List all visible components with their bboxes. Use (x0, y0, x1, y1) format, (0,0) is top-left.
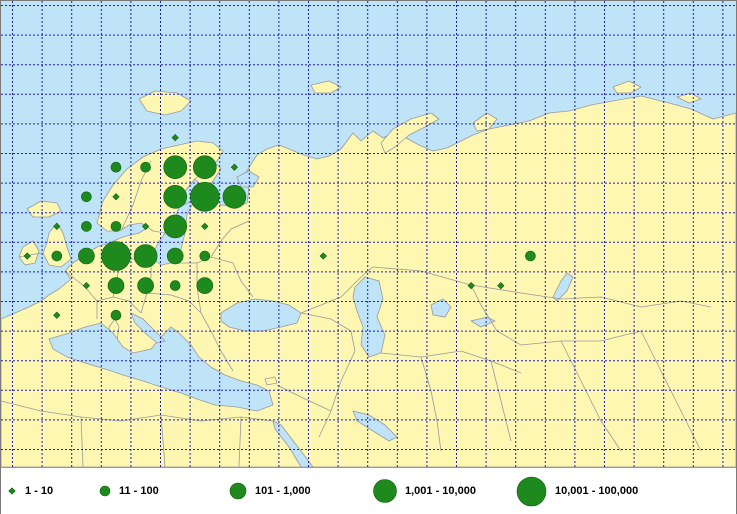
observation-symbol-class-1 (141, 222, 150, 231)
legend-item-class-4: 1,001 - 10,000 (373, 468, 476, 514)
observation-symbol-class-5 (101, 241, 131, 271)
legend-symbol-shape-class-2 (99, 485, 111, 497)
legend-symbol-shape-class-3 (229, 482, 247, 500)
legend-item-class-1: 1 - 10 (7, 468, 53, 514)
legend-symbol-class-4 (373, 479, 397, 503)
black-sea (220, 298, 302, 332)
svalbard (138, 90, 192, 116)
observation-symbol-class-2 (51, 250, 63, 262)
legend-label: 1 - 10 (25, 485, 54, 497)
observation-symbol-class-3 (196, 277, 214, 294)
observation-symbol-class-2 (525, 250, 536, 262)
legend-item-class-3: 101 - 1,000 (229, 468, 311, 514)
legend-symbol-class-1 (8, 487, 16, 495)
observation-symbols (23, 133, 536, 321)
great-britain (42, 222, 72, 268)
legend-label: 1,001 - 10,000 (405, 485, 476, 497)
observation-symbol-class-1 (112, 193, 120, 201)
lake-balkhash (469, 316, 496, 328)
observation-symbol-class-3 (78, 247, 95, 265)
observation-symbol-class-2 (169, 280, 181, 291)
graticule (1, 1, 736, 467)
legend-label: 11 - 100 (119, 485, 159, 497)
observation-symbol-class-4 (163, 155, 187, 179)
observation-symbol-class-4 (222, 185, 247, 209)
observation-symbol-class-1 (23, 252, 31, 260)
observation-symbol-class-1 (53, 222, 61, 231)
observation-symbol-class-2 (110, 221, 122, 232)
franz-josef-land (310, 80, 342, 94)
iceland (26, 200, 62, 218)
red-sea (272, 420, 314, 467)
observation-symbol-class-2 (81, 191, 92, 203)
observation-symbol-class-4 (163, 214, 187, 239)
observation-symbol-class-4 (193, 155, 217, 179)
observation-symbol-class-3 (166, 247, 184, 265)
map-canvas (1, 1, 736, 467)
observation-symbol-class-2 (140, 161, 151, 173)
observation-symbol-class-2 (110, 309, 122, 321)
observation-symbol-class-2 (81, 221, 92, 232)
observation-symbol-class-2 (110, 161, 122, 173)
aral-sea (430, 298, 452, 318)
legend-label: 101 - 1,000 (255, 485, 311, 497)
observation-symbol-class-5 (190, 182, 220, 212)
legend-symbol-shape-class-4 (373, 479, 397, 503)
legend-symbol-class-5 (516, 476, 547, 506)
observation-symbol-class-1 (53, 311, 61, 319)
observation-symbol-class-3 (137, 277, 154, 294)
observation-symbol-class-4 (133, 244, 158, 268)
legend-item-class-5: 10,001 - 100,000 (516, 468, 638, 514)
observation-symbol-class-3 (107, 277, 125, 294)
persian-gulf (352, 410, 398, 442)
lake-baikal (552, 272, 574, 302)
legend-symbol-class-2 (99, 485, 111, 497)
legend-item-class-2: 11 - 100 (99, 468, 159, 514)
observation-symbol-class-4 (163, 185, 187, 209)
legend-label: 10,001 - 100,000 (555, 485, 639, 497)
observation-symbol-class-1 (319, 252, 327, 260)
observation-symbol-class-1 (230, 163, 239, 171)
observation-symbol-class-1 (497, 281, 505, 290)
observation-symbol-class-2 (199, 250, 211, 262)
observation-symbol-class-1 (467, 281, 475, 290)
legend-symbol-shape-class-1 (8, 487, 16, 495)
legend-symbol-shape-class-5 (516, 476, 547, 506)
observation-symbol-class-1 (201, 222, 209, 231)
cyprus (264, 376, 278, 386)
observation-symbol-class-1 (82, 281, 91, 290)
legend: 1 - 10 11 - 100 101 - 1,000 1,001 - 10,000 1… (1, 467, 736, 514)
observation-symbol-class-1 (171, 133, 179, 142)
legend-symbol-class-3 (229, 482, 247, 500)
